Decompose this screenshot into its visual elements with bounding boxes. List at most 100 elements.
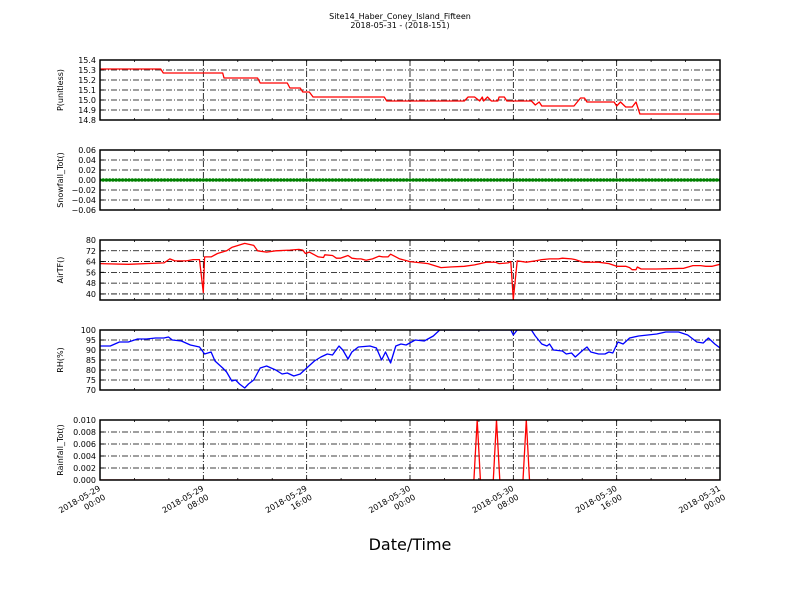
data-point [501,178,506,182]
data-point [346,178,351,182]
x-axis-label: Date/Time [369,535,452,554]
data-point [595,178,600,182]
data-point [404,178,409,182]
data-point [246,178,251,182]
data-point [333,178,338,182]
data-point [359,178,364,182]
data-point [266,178,270,182]
data-point [631,178,635,182]
data-point [689,178,693,182]
data-point [492,178,496,182]
y-tick-label: 75 [86,376,96,385]
series-line [100,242,720,300]
data-point [117,178,122,182]
data-point [295,178,299,182]
data-point [424,178,428,182]
y-tick-label: 0.00 [78,176,96,185]
chart-title: Site14_Haber_Coney_Island_Fifteen [329,12,471,21]
data-point [446,178,451,182]
data-point [660,178,664,182]
data-point [708,178,713,182]
data-point [482,178,487,182]
data-point [275,178,280,182]
y-tick-label: 0.04 [78,156,96,165]
data-point [711,178,716,182]
data-point [476,178,480,182]
data-point [579,178,583,182]
data-point [450,178,454,182]
data-point [288,178,293,182]
y-tick-label: 40 [86,290,96,299]
data-point [382,178,386,182]
data-point [621,178,625,182]
data-point [395,178,399,182]
data-point [514,178,519,182]
y-tick-label: 0.06 [78,146,96,155]
data-point [469,178,474,182]
y-tick-label: 14.9 [78,106,96,115]
data-point [550,178,554,182]
data-point [224,178,228,182]
data-point [618,178,622,182]
plot-frame [99,419,721,481]
data-point [437,178,441,182]
data-point [692,178,696,182]
data-point [705,178,709,182]
series [100,242,720,300]
y-tick-label: 64 [86,258,96,267]
data-point [269,178,273,182]
data-point [362,178,367,182]
plot-frame [99,329,721,391]
data-point [443,178,448,182]
chart-subtitle: 2018-05-31 - (2018-151) [350,21,449,30]
data-point [111,178,115,182]
data-point [543,178,548,182]
data-point [191,178,196,182]
data-point [353,178,357,182]
data-point [421,178,425,182]
data-point [136,178,141,182]
y-tick-label: 0.010 [73,416,96,425]
data-point [369,178,374,182]
data-point [656,178,661,182]
y-tick-label: 100 [81,326,96,335]
data-point [133,178,138,182]
data-point [262,178,267,182]
series-line [100,420,720,480]
data-point [230,178,235,182]
data-point [101,178,106,182]
data-point [430,178,435,182]
data-point [301,178,306,182]
data-point [714,178,719,182]
data-point [666,178,671,182]
data-point [120,178,125,182]
y-axis-label: Snowfall_Tot() [56,152,65,208]
data-point [237,178,241,182]
data-point [650,178,654,182]
data-point [585,178,590,182]
data-point [485,178,490,182]
data-point [411,178,416,182]
data-point [146,178,151,182]
data-point [198,178,202,182]
data-point [634,178,638,182]
data-point [479,178,483,182]
data-point [547,178,551,182]
data-point [243,178,248,182]
series [100,68,720,115]
data-point [511,178,516,182]
data-point [153,178,157,182]
data-point [233,178,238,182]
series-line [100,68,720,115]
data-point [366,178,370,182]
y-tick-label: 80 [86,366,96,375]
data-point [534,178,538,182]
data-point [524,178,529,182]
data-point [540,178,545,182]
y-tick-label: 15.1 [78,86,96,95]
data-point [282,178,286,182]
y-axis-label: RH(%) [56,347,65,372]
panel-4: 0.000 0.002 0.004 0.006 0.008 0.010 Rainfall_T… [56,416,727,515]
